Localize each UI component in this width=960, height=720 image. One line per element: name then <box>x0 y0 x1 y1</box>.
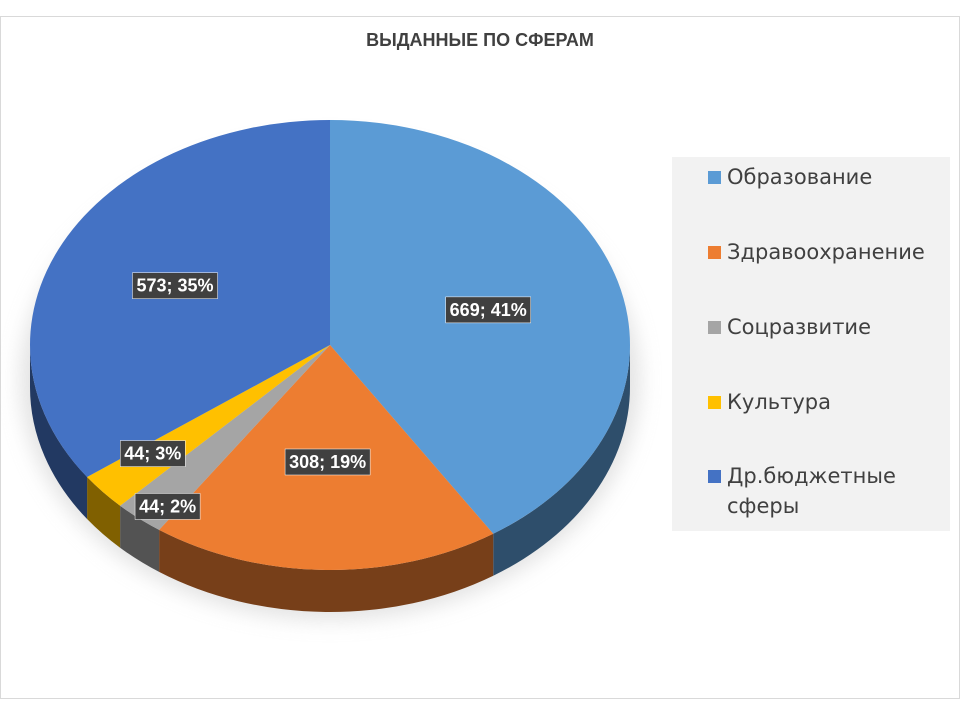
pie-sides <box>30 345 630 612</box>
data-label-text-social: 44; 2% <box>139 496 196 516</box>
legend-item-social: Соцразвитие <box>672 312 947 342</box>
data-label-other-budget: 573; 35% <box>132 272 218 299</box>
data-label-text-education: 669; 41% <box>450 300 527 320</box>
legend: Образование Здравоохранение Соцразвитие … <box>672 157 950 531</box>
legend-swatch-healthcare <box>708 246 721 259</box>
pie-tops <box>29 120 631 571</box>
pie-side-healthcare <box>159 529 494 612</box>
pie-side-education <box>493 345 630 576</box>
legend-label-culture: Культура <box>727 390 831 414</box>
pie-side-culture <box>87 477 121 548</box>
chart-title: ВЫДАННЫЕ ПО СФЕРАМ <box>366 30 594 50</box>
legend-label-other-budget: Др.бюджетные сферы <box>727 464 896 518</box>
pie-slice-education <box>330 120 631 534</box>
pie-slice-social <box>120 345 331 530</box>
pie-side-other-budget <box>30 345 88 520</box>
data-label-social: 44; 2% <box>134 493 201 520</box>
legend-swatch-culture <box>708 396 721 409</box>
data-label-healthcare: 308; 19% <box>284 448 371 476</box>
pie-data-labels: 669; 41% 308; 19% 44; 2% 44; 3% 573; 35% <box>120 272 531 520</box>
legend-item-culture: Культура <box>672 387 947 417</box>
data-label-culture: 44; 3% <box>120 440 186 467</box>
legend-swatch-other-budget <box>708 470 721 483</box>
legend-label-healthcare: Здравоохранение <box>727 240 925 264</box>
legend-label-education: Образование <box>727 165 873 189</box>
data-label-text-other-budget: 573; 35% <box>136 276 213 296</box>
data-label-education: 669; 41% <box>445 296 531 324</box>
legend-swatch-social <box>708 321 721 334</box>
legend-swatch-education <box>708 171 721 184</box>
data-label-text-culture: 44; 3% <box>124 444 181 464</box>
legend-label-social: Соцразвитие <box>727 315 871 339</box>
pie-side-social <box>120 505 160 572</box>
legend-item-education: Образование <box>672 162 947 192</box>
data-label-text-healthcare: 308; 19% <box>289 452 366 472</box>
legend-item-healthcare: Здравоохранение <box>672 237 947 267</box>
legend-item-other-budget: Др.бюджетные сферы <box>672 461 947 521</box>
